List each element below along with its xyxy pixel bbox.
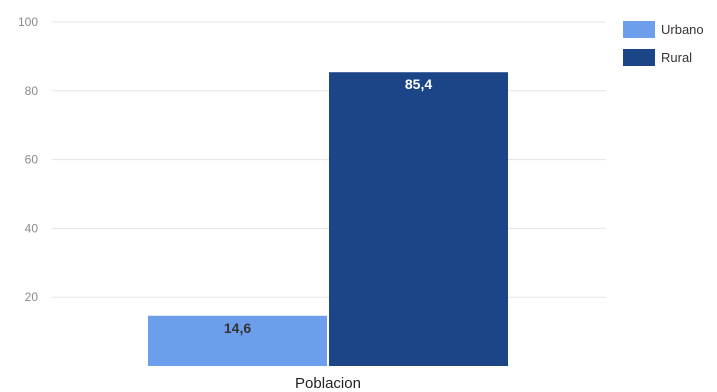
x-axis-categories: Poblacion [295,375,361,392]
y-tick-label: 60 [25,153,39,167]
x-category-label: Poblacion [295,375,361,392]
y-tick-label: 20 [25,290,39,304]
legend: Urbano Rural [623,21,704,66]
bars [148,72,508,366]
legend-label-rural: Rural [661,50,692,65]
legend-label-urbano: Urbano [661,22,704,37]
data-label-rural: 85,4 [405,76,432,92]
legend-swatch-urbano [623,21,655,38]
data-label-urbano: 14,6 [224,320,251,336]
bar-rural [329,72,508,366]
y-tick-label: 40 [25,221,39,235]
data-labels: 14,6 85,4 [224,76,432,336]
y-tick-label: 80 [25,84,39,98]
y-axis-ticks: 20 40 60 80 100 [18,15,38,304]
legend-swatch-rural [623,49,655,66]
bar-urbano [148,315,327,366]
y-tick-label: 100 [18,15,38,29]
